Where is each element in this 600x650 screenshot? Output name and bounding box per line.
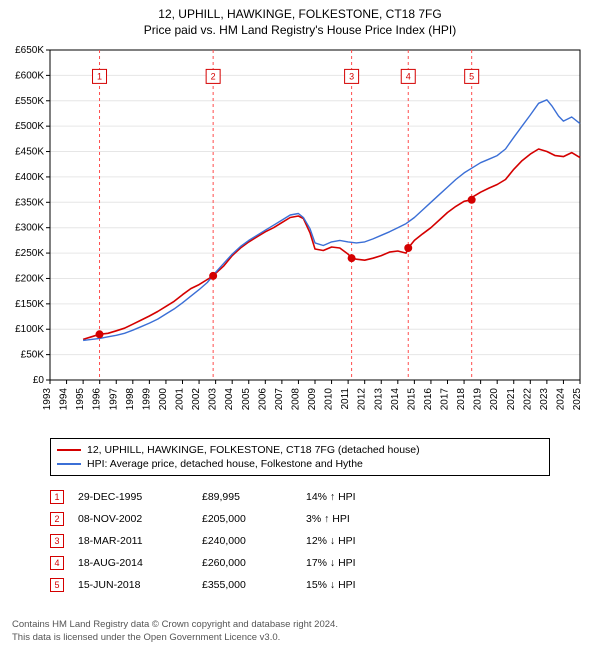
svg-text:£0: £0	[33, 375, 45, 386]
svg-text:2005: 2005	[241, 388, 252, 411]
svg-text:2007: 2007	[274, 388, 285, 411]
sale-marker-box: 5	[50, 578, 64, 592]
svg-text:£50K: £50K	[21, 350, 45, 361]
svg-text:2013: 2013	[373, 388, 384, 411]
svg-text:1999: 1999	[141, 388, 152, 411]
svg-text:2021: 2021	[506, 388, 517, 411]
svg-text:1995: 1995	[75, 388, 86, 411]
sale-price: £89,995	[202, 491, 292, 503]
sale-price: £240,000	[202, 535, 292, 547]
svg-text:1996: 1996	[92, 388, 103, 411]
sale-date: 18-AUG-2014	[78, 557, 188, 569]
sale-date: 15-JUN-2018	[78, 579, 188, 591]
sale-diff-vs-hpi: 14% ↑ HPI	[306, 491, 396, 503]
footer-line-2: This data is licensed under the Open Gov…	[12, 632, 338, 644]
legend-row: 12, UPHILL, HAWKINGE, FOLKESTONE, CT18 7…	[57, 443, 543, 457]
svg-text:2003: 2003	[208, 388, 219, 411]
price-vs-hpi-chart: £0 £50K £100K £150K £200K £250K £300K £350K £400…	[0, 42, 600, 432]
svg-text:4: 4	[406, 71, 411, 81]
svg-text:2011: 2011	[340, 388, 351, 410]
svg-text:2001: 2001	[175, 388, 186, 411]
legend-swatch	[57, 449, 81, 451]
svg-text:2010: 2010	[324, 388, 335, 411]
svg-text:2025: 2025	[572, 388, 583, 411]
svg-text:2009: 2009	[307, 388, 318, 411]
svg-text:2023: 2023	[539, 388, 550, 411]
title-block: 12, UPHILL, HAWKINGE, FOLKESTONE, CT18 7…	[0, 0, 600, 40]
svg-text:£250K: £250K	[15, 248, 44, 259]
svg-text:£150K: £150K	[15, 299, 44, 310]
svg-text:2006: 2006	[257, 388, 268, 411]
svg-text:1: 1	[97, 71, 102, 81]
sales-table: 1 29-DEC-1995 £89,995 14% ↑ HPI 2 08-NOV-2002…	[50, 486, 550, 596]
sale-price: £260,000	[202, 557, 292, 569]
svg-text:£100K: £100K	[15, 324, 44, 335]
legend-row: HPI: Average price, detached house, Folk…	[57, 457, 543, 471]
sale-diff-vs-hpi: 3% ↑ HPI	[306, 513, 396, 525]
title-line-2: Price paid vs. HM Land Registry's House …	[0, 22, 600, 38]
legend: 12, UPHILL, HAWKINGE, FOLKESTONE, CT18 7…	[50, 438, 550, 476]
chart-container: £0 £50K £100K £150K £200K £250K £300K £350K £400…	[0, 42, 600, 432]
svg-text:£350K: £350K	[15, 197, 44, 208]
svg-text:1997: 1997	[108, 388, 119, 411]
svg-text:2018: 2018	[456, 388, 467, 411]
legend-swatch	[57, 463, 81, 465]
svg-text:2015: 2015	[406, 388, 417, 411]
sale-date: 18-MAR-2011	[78, 535, 188, 547]
svg-text:£200K: £200K	[15, 273, 44, 284]
svg-text:2004: 2004	[224, 388, 235, 411]
title-line-1: 12, UPHILL, HAWKINGE, FOLKESTONE, CT18 7…	[0, 6, 600, 22]
legend-label: HPI: Average price, detached house, Folk…	[87, 457, 363, 471]
svg-text:5: 5	[469, 71, 474, 81]
svg-text:2014: 2014	[390, 388, 401, 411]
svg-text:1993: 1993	[42, 388, 53, 411]
svg-text:£450K: £450K	[15, 147, 44, 158]
svg-text:£400K: £400K	[15, 172, 44, 183]
sale-marker-box: 2	[50, 512, 64, 526]
svg-text:2022: 2022	[522, 388, 533, 411]
svg-text:£600K: £600K	[15, 70, 44, 81]
sale-diff-vs-hpi: 15% ↓ HPI	[306, 579, 396, 591]
sale-diff-vs-hpi: 12% ↓ HPI	[306, 535, 396, 547]
sale-row: 2 08-NOV-2002 £205,000 3% ↑ HPI	[50, 508, 550, 530]
svg-text:£650K: £650K	[15, 45, 44, 56]
footer-line-1: Contains HM Land Registry data © Crown c…	[12, 619, 338, 631]
svg-text:£500K: £500K	[15, 121, 44, 132]
svg-text:3: 3	[349, 71, 354, 81]
sale-price: £355,000	[202, 579, 292, 591]
svg-text:2002: 2002	[191, 388, 202, 411]
svg-text:2017: 2017	[440, 388, 451, 411]
svg-text:2020: 2020	[489, 388, 500, 411]
sale-date: 08-NOV-2002	[78, 513, 188, 525]
svg-text:£550K: £550K	[15, 96, 44, 107]
svg-text:2012: 2012	[357, 388, 368, 411]
svg-text:1998: 1998	[125, 388, 136, 411]
svg-text:2008: 2008	[290, 388, 301, 411]
sale-marker-box: 1	[50, 490, 64, 504]
sale-marker-box: 3	[50, 534, 64, 548]
legend-label: 12, UPHILL, HAWKINGE, FOLKESTONE, CT18 7…	[87, 443, 420, 457]
sale-date: 29-DEC-1995	[78, 491, 188, 503]
sale-row: 3 18-MAR-2011 £240,000 12% ↓ HPI	[50, 530, 550, 552]
svg-text:2: 2	[211, 71, 216, 81]
svg-text:£300K: £300K	[15, 223, 44, 234]
svg-text:2019: 2019	[473, 388, 484, 411]
svg-text:2016: 2016	[423, 388, 434, 411]
sale-marker-box: 4	[50, 556, 64, 570]
sale-price: £205,000	[202, 513, 292, 525]
svg-text:2000: 2000	[158, 388, 169, 411]
sale-row: 5 15-JUN-2018 £355,000 15% ↓ HPI	[50, 574, 550, 596]
footer-attribution: Contains HM Land Registry data © Crown c…	[12, 619, 338, 644]
sale-row: 4 18-AUG-2014 £260,000 17% ↓ HPI	[50, 552, 550, 574]
svg-text:2024: 2024	[555, 388, 566, 411]
sale-row: 1 29-DEC-1995 £89,995 14% ↑ HPI	[50, 486, 550, 508]
svg-text:1994: 1994	[59, 388, 70, 411]
sale-diff-vs-hpi: 17% ↓ HPI	[306, 557, 396, 569]
